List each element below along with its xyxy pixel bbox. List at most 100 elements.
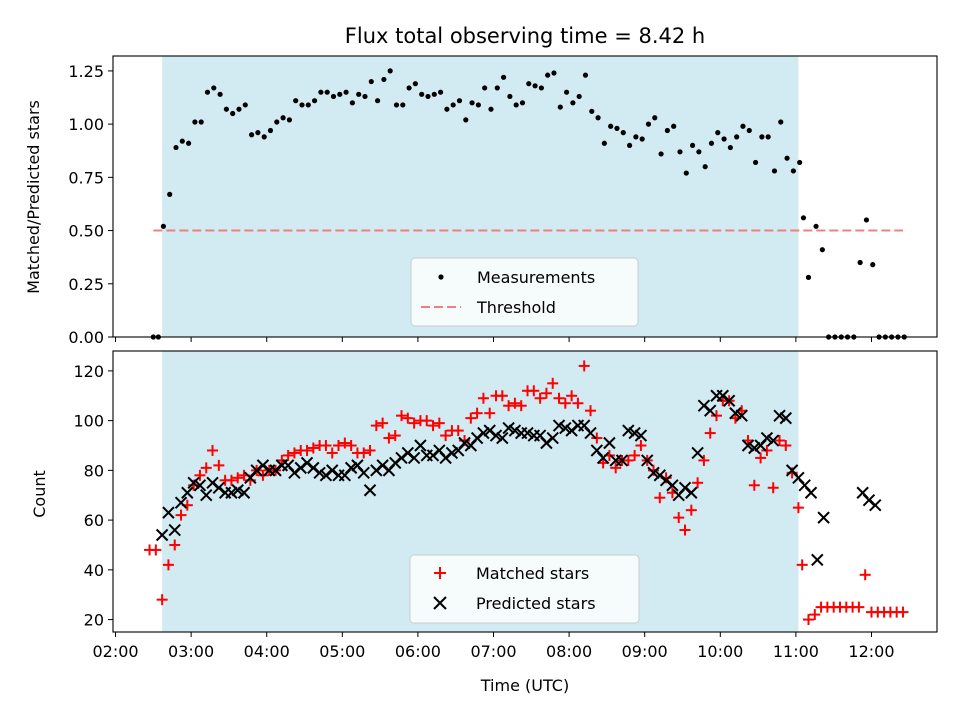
measurement-point xyxy=(620,130,626,136)
legend-measurements-label: Measurements xyxy=(477,268,595,287)
predicted-star-point xyxy=(779,411,793,425)
predicted-star-point xyxy=(666,479,679,492)
top-legend: Measurements Threshold xyxy=(410,257,639,327)
predicted-star-point xyxy=(741,439,755,452)
matched-star-point xyxy=(559,397,571,409)
matched-star-point xyxy=(364,444,376,456)
measurement-point xyxy=(463,117,469,123)
legend-matched-marker xyxy=(434,567,446,579)
measurement-point xyxy=(185,140,192,146)
matched-star-point xyxy=(358,447,370,459)
measurement-point xyxy=(444,106,450,112)
measurement-point xyxy=(664,127,670,134)
predicted-star-point xyxy=(760,431,774,445)
predicted-star-point xyxy=(181,486,194,499)
legend-predicted-marker xyxy=(433,596,447,610)
matched-star-point xyxy=(301,444,313,456)
measurement-point xyxy=(280,115,286,121)
measurement-point xyxy=(255,130,261,136)
x-tick-label: 05:00 xyxy=(319,642,365,661)
predicted-star-point xyxy=(811,553,824,567)
measurement-point xyxy=(771,168,778,174)
matched-star-point xyxy=(465,412,477,424)
predicted-star-point xyxy=(767,434,780,447)
measurement-point xyxy=(488,106,494,112)
measurement-point xyxy=(299,102,305,108)
matched-star-point xyxy=(711,410,723,422)
measurement-point xyxy=(274,119,280,125)
matched-star-point xyxy=(767,482,779,494)
measurement-point xyxy=(639,136,645,142)
matched-star-point xyxy=(547,377,559,389)
y-tick-label: 120 xyxy=(73,362,104,381)
matched-star-point xyxy=(156,594,168,606)
matched-star-point xyxy=(421,415,433,427)
x-tick-label: 06:00 xyxy=(395,642,441,661)
matched-star-point xyxy=(162,559,174,571)
predicted-star-point xyxy=(168,523,181,537)
predicted-star-point xyxy=(193,479,207,492)
x-tick-label: 09:00 xyxy=(622,642,668,661)
measurement-point xyxy=(406,85,412,91)
matched-star-point xyxy=(780,439,792,451)
bottom-axes-frame xyxy=(112,350,938,633)
measurement-point xyxy=(702,164,708,170)
bottom-legend-box xyxy=(409,554,640,624)
matched-star-point xyxy=(408,417,420,429)
matched-star-point xyxy=(232,472,244,484)
y-tick-label: 40 xyxy=(84,561,104,580)
measurement-point xyxy=(595,115,601,121)
measurement-point xyxy=(765,134,771,140)
measurement-point xyxy=(387,68,393,74)
matched-star-point xyxy=(169,539,181,551)
top-axes-frame xyxy=(112,55,938,338)
matched-star-point xyxy=(150,544,162,556)
measurement-point xyxy=(286,117,292,123)
matched-star-point xyxy=(748,479,760,491)
measurement-point xyxy=(456,98,463,104)
measurement-point xyxy=(179,138,185,144)
y-tick-label: 100 xyxy=(73,412,104,431)
matched-star-point xyxy=(288,447,300,459)
predicted-star-point xyxy=(559,421,572,435)
predicted-star-point xyxy=(237,486,251,499)
measurement-point xyxy=(721,136,727,142)
x-tick-label: 12:00 xyxy=(848,642,894,661)
matched-star-point xyxy=(704,427,716,439)
measurement-point xyxy=(696,149,702,155)
matched-star-point xyxy=(673,512,685,524)
measurement-point xyxy=(469,100,475,106)
predicted-star-point xyxy=(231,484,244,497)
matched-star-point xyxy=(629,449,641,461)
measurement-point xyxy=(557,104,563,110)
measurement-point xyxy=(305,102,311,108)
measurement-point xyxy=(633,134,639,140)
predicted-star-point xyxy=(735,409,748,422)
top-panel: 0.00 0.25 0.50 0.75 1.00 1.25 Matched/Predict… xyxy=(24,55,938,347)
measurement-point xyxy=(217,91,223,97)
measurement-point xyxy=(236,106,242,112)
predicted-star-point xyxy=(162,506,175,519)
measurement-point xyxy=(778,119,784,125)
measurement-point xyxy=(532,83,538,89)
predicted-star-point xyxy=(641,454,654,467)
matched-star-point xyxy=(515,400,527,412)
matched-star-point xyxy=(698,454,710,466)
measurement-point xyxy=(160,223,166,229)
matched-star-point xyxy=(685,504,697,516)
measurement-point xyxy=(652,115,658,121)
matched-star-point xyxy=(679,524,691,536)
measurement-point xyxy=(248,132,255,138)
predicted-star-point xyxy=(174,496,188,509)
measurement-point xyxy=(608,123,614,129)
matched-star-point xyxy=(809,609,821,621)
matched-star-point xyxy=(566,390,578,402)
matched-star-point xyxy=(320,439,332,451)
measurement-point xyxy=(614,125,620,131)
matched-star-point xyxy=(802,614,814,626)
measurement-point xyxy=(431,91,437,97)
predicted-star-point xyxy=(200,489,213,502)
measurement-point xyxy=(204,89,211,95)
predicted-star-point xyxy=(603,436,616,450)
